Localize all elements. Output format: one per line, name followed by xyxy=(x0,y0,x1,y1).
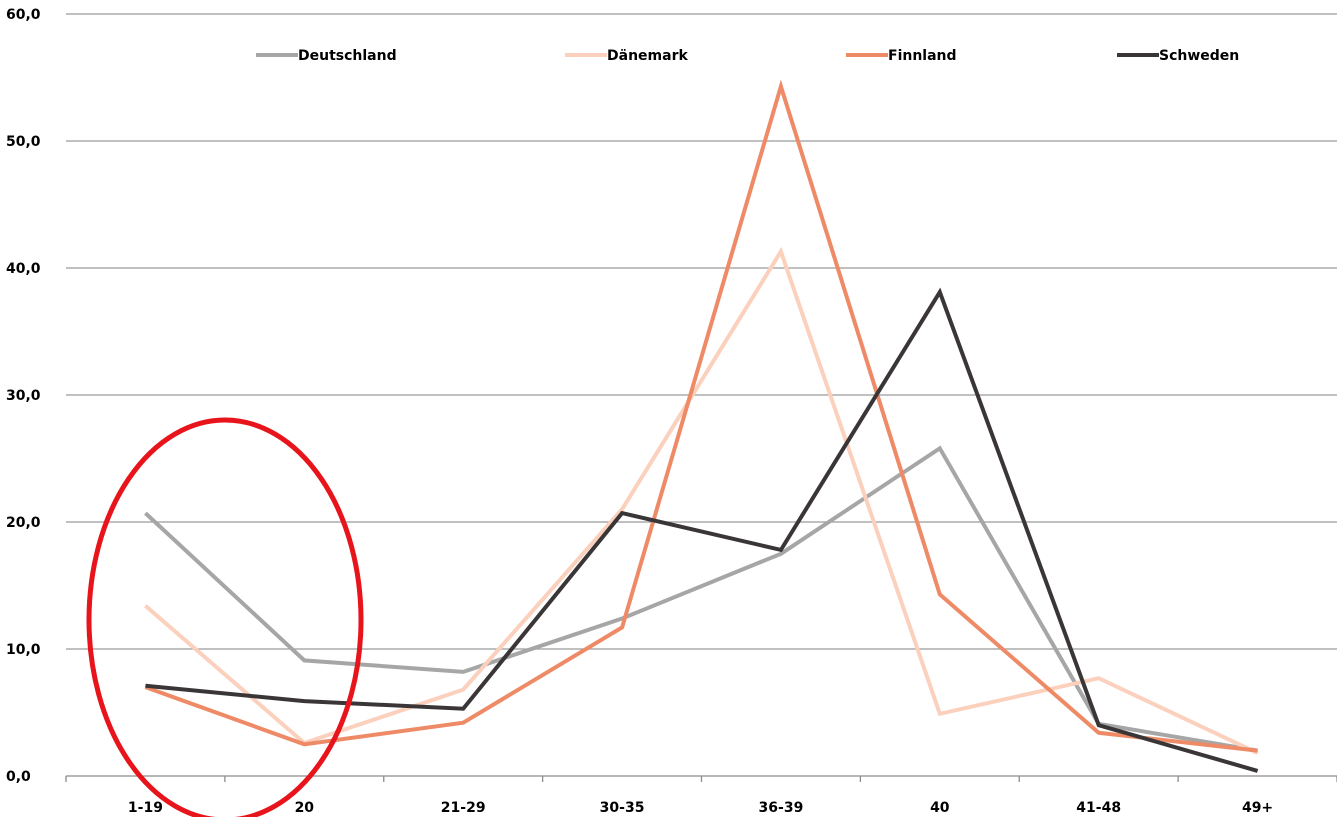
grid-lines xyxy=(66,13,1337,777)
y-axis-tick-labels: 0,0 10,0 20,0 30,0 40,0 50,0 60,0 xyxy=(6,7,41,785)
legend: Deutschland Dänemark Finnland Schweden xyxy=(256,48,1239,64)
y-tick-label: 10,0 xyxy=(6,642,41,658)
series-line-deutschland xyxy=(144,445,1258,753)
series-line-dänemark xyxy=(144,246,1259,755)
x-tick-label: 1-19 xyxy=(128,800,163,816)
y-tick-label: 30,0 xyxy=(6,388,41,404)
legend-label: Finnland xyxy=(888,48,957,64)
series-line-finnland xyxy=(144,79,1258,753)
x-tick-label: 36-39 xyxy=(759,800,804,816)
x-tick-label: 49+ xyxy=(1242,800,1273,816)
y-tick-label: 20,0 xyxy=(6,515,41,531)
x-tick-label: 41-48 xyxy=(1076,800,1121,816)
legend-label: Dänemark xyxy=(607,48,688,64)
x-tick-label: 30-35 xyxy=(600,800,645,816)
x-tick-label: 21-29 xyxy=(441,800,486,816)
x-axis-tick-labels: 1-19 20 21-29 30-35 36-39 40 41-48 49+ xyxy=(128,800,1273,816)
x-axis-ticks xyxy=(65,776,1337,782)
annotation-layer xyxy=(86,417,364,817)
legend-label: Schweden xyxy=(1159,48,1239,64)
y-tick-label: 60,0 xyxy=(6,7,41,23)
y-tick-label: 0,0 xyxy=(6,769,31,785)
series-lines xyxy=(144,79,1259,773)
y-tick-label: 50,0 xyxy=(6,134,41,150)
x-tick-label: 20 xyxy=(295,800,315,816)
y-tick-label: 40,0 xyxy=(6,261,41,277)
legend-label: Deutschland xyxy=(298,48,397,64)
x-tick-label: 40 xyxy=(930,800,950,816)
annotation-ellipse xyxy=(86,417,364,817)
series-line-schweden xyxy=(145,287,1259,773)
